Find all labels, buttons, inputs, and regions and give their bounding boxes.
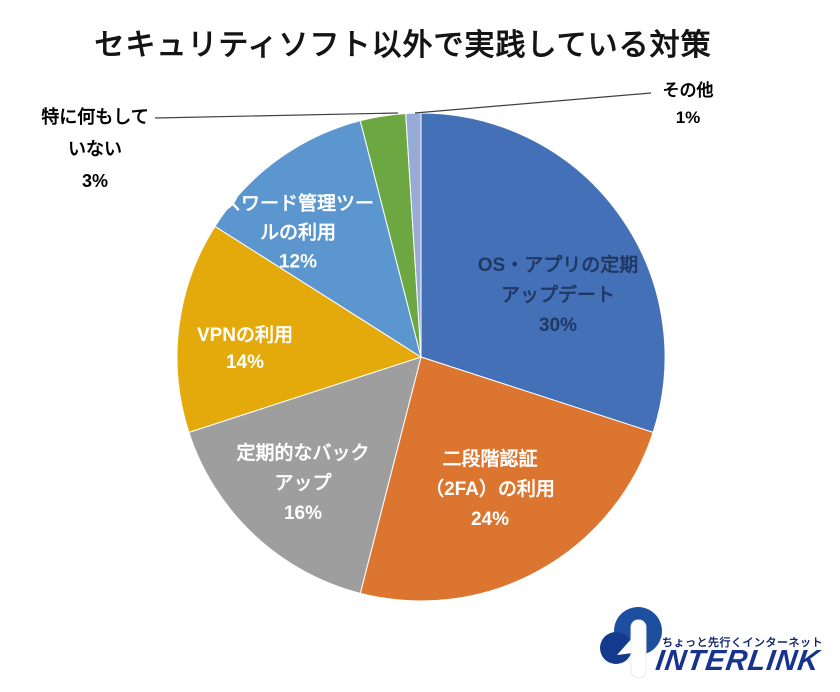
slice-label-line: 二段階認証 (442, 449, 538, 470)
slice-label-password-manager: スワード管理ツー ルの利用 12% (222, 190, 374, 277)
interlink-logo-mark (600, 607, 662, 679)
slice-label-line: アップデート (500, 285, 616, 306)
logo-notch (617, 637, 633, 655)
outside-label-line: 特に何もして (41, 107, 149, 127)
interlink-logo: ちょっと先行くインターネット INTERLINK (593, 603, 833, 688)
logo-brand-text: INTERLINK (653, 645, 822, 677)
outside-label-percent: 1% (675, 108, 701, 127)
slice-label-line: ルの利用 (259, 222, 337, 244)
slice-label-os-app-update: OS・アプリの定期 アップデート 30% (478, 251, 638, 341)
pie-slice-2 (188, 356, 422, 594)
slice-label-percent: 12% (278, 251, 318, 273)
slice-label-percent: 16% (283, 503, 323, 524)
outside-label-percent: 3% (81, 171, 108, 191)
slice-label-2fa: 二段階認証 （2FA）の利用 24% (425, 445, 555, 535)
outside-label-line: その他 (662, 81, 714, 100)
slice-label-line: OS・アプリの定期 (477, 255, 639, 276)
logo-tagline: ちょっと先行くインターネット (662, 637, 823, 649)
slice-label-line: VPNの利用 (196, 325, 294, 346)
slice-label-line: スワード管理ツー (221, 193, 375, 215)
slice-label-line: 定期的なバック (236, 443, 370, 464)
pie-slice-0 (420, 112, 666, 434)
logo-circle-small (600, 632, 632, 664)
slice-label-vpn: VPNの利用 14% (197, 322, 293, 376)
outside-label-nothing-special: 特に何もして いない 3% (41, 101, 148, 197)
pie-slice-4 (214, 120, 422, 359)
pie-slice-1 (359, 356, 654, 602)
slice-label-percent: 14% (225, 352, 265, 373)
leader-line (414, 92, 652, 114)
slice-label-percent: 30% (538, 315, 578, 336)
slice-label-percent: 24% (470, 509, 510, 530)
leader-line (154, 112, 399, 119)
outside-label-other: その他 1% (663, 77, 714, 131)
slice-label-line: （2FA）の利用 (425, 479, 555, 500)
chart-title: セキュリティソフト以外で実践している対策 (94, 29, 712, 62)
logo-bar (630, 619, 647, 679)
slice-label-line: アップ (274, 473, 332, 494)
slice-label-backup: 定期的なバック アップ 16% (236, 439, 369, 529)
pie-slice-3 (176, 225, 423, 434)
outside-label-line: いない (68, 139, 122, 159)
